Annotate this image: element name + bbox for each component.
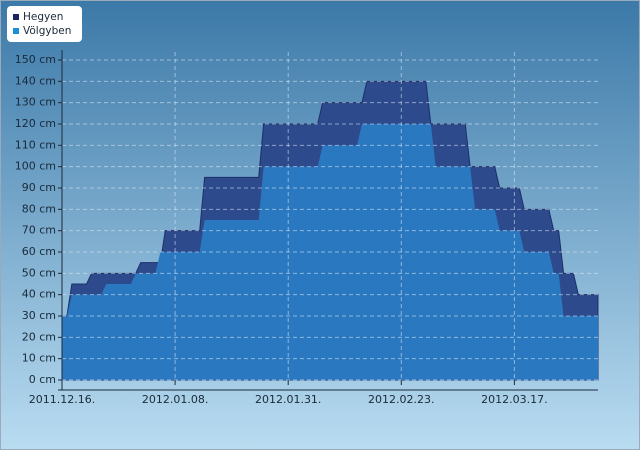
legend-label: Hegyen (23, 11, 63, 23)
y-tick-label: 40 cm (22, 288, 56, 301)
y-tick-label: 80 cm (22, 202, 56, 215)
legend-box (7, 6, 82, 42)
y-tick-label: 50 cm (22, 266, 56, 279)
y-tick-label: 0 cm (29, 373, 56, 386)
y-tick-label: 10 cm (22, 352, 56, 365)
y-tick-label: 60 cm (22, 245, 56, 258)
y-tick-label: 140 cm (15, 74, 56, 87)
x-tick-label: 2012.03.17. (481, 393, 547, 406)
y-tick-label: 130 cm (15, 96, 56, 109)
y-tick-label: 30 cm (22, 309, 56, 322)
legend-swatch (13, 28, 19, 34)
y-tick-label: 70 cm (22, 224, 56, 237)
y-tick-label: 20 cm (22, 330, 56, 343)
legend-swatch (13, 14, 19, 20)
y-tick-label: 100 cm (15, 160, 56, 173)
y-tick-label: 150 cm (15, 53, 56, 66)
legend: Hegyen Völgyben (7, 6, 82, 42)
y-tick-label: 90 cm (22, 181, 56, 194)
x-tick-label: 2012.01.08. (142, 393, 208, 406)
x-tick-label: 2012.01.31. (255, 393, 321, 406)
x-tick-label: 2012.02.23. (368, 393, 434, 406)
y-tick-label: 110 cm (15, 138, 56, 151)
x-tick-label: 2011.12.16. (29, 393, 95, 406)
legend-label: Völgyben (23, 25, 71, 37)
y-tick-label: 120 cm (15, 117, 56, 130)
